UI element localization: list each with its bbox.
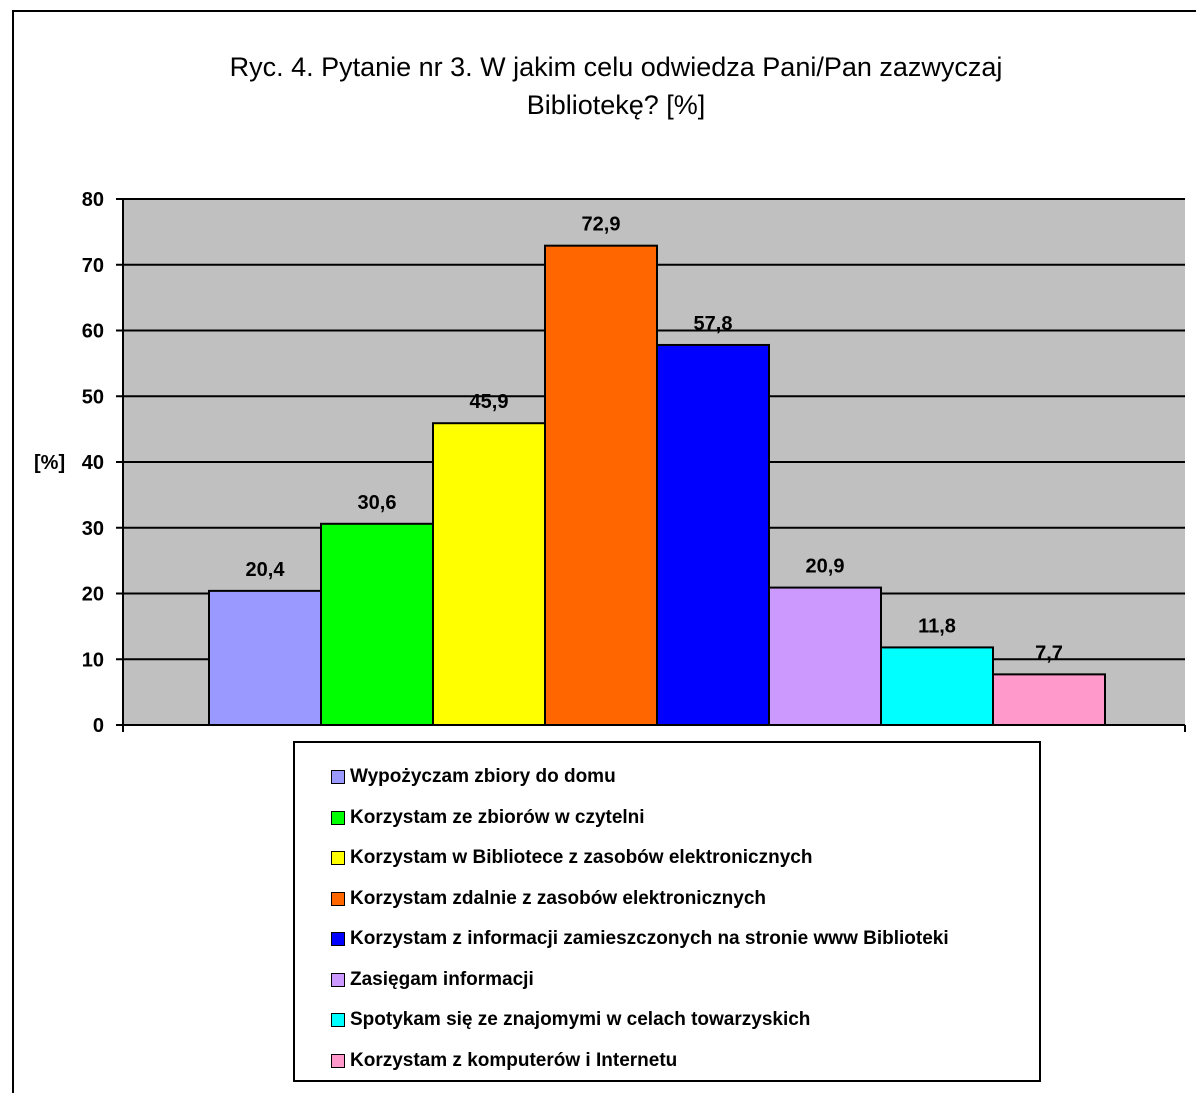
chart-frame	[12, 10, 1196, 1093]
legend-item-1: Wypożyczam zbiory do domu	[295, 757, 1039, 798]
legend-swatch	[331, 932, 345, 947]
legend-label: Korzystam z informacji zamieszczonych na…	[350, 928, 949, 950]
data-label-3: 45,9	[470, 391, 509, 413]
y-tick-label: 60	[82, 321, 104, 343]
y-tick-label: 30	[82, 518, 104, 540]
legend-item-3: Korzystam w Bibliotece z zasobów elektro…	[295, 838, 1039, 879]
data-label-5: 57,8	[694, 313, 733, 335]
bar-8	[992, 673, 1106, 726]
data-label-8: 7,7	[1035, 642, 1063, 664]
y-tick-label: 40	[82, 452, 104, 474]
data-label-7: 11,8	[918, 615, 956, 637]
legend-swatch	[331, 1013, 345, 1028]
y-axis-label: [%]	[34, 452, 65, 474]
y-tick-label: 10	[82, 649, 104, 671]
y-tick-label: 50	[82, 386, 104, 408]
legend-label: Wypożyczam zbiory do domu	[350, 766, 616, 788]
legend-swatch	[331, 891, 345, 906]
legend: Wypożyczam zbiory do domu Korzystam ze zb…	[293, 741, 1041, 1082]
legend-item-5: Korzystam z informacji zamieszczonych na…	[295, 919, 1039, 960]
data-label-4: 72,9	[582, 214, 621, 236]
legend-item-8: Korzystam z komputerów i Internetu	[295, 1041, 1039, 1082]
bar-1	[208, 589, 322, 726]
y-tick-label: 70	[82, 255, 104, 277]
legend-swatch	[331, 1053, 345, 1068]
legend-swatch	[331, 851, 345, 866]
data-label-1: 20,4	[246, 559, 286, 581]
legend-label: Spotykam się ze znajomymi w celach towar…	[350, 1009, 811, 1031]
legend-item-6: Zasięgam informacji	[295, 960, 1039, 1001]
bar-5	[656, 343, 770, 726]
chart-title-line-1: Ryc. 4. Pytanie nr 3. W jakim celu odwie…	[229, 52, 1003, 82]
legend-item-2: Korzystam ze zbiorów w czytelni	[295, 798, 1039, 839]
bar-6	[768, 586, 882, 727]
y-tick-label: 20	[82, 584, 104, 606]
legend-label: Korzystam ze zbiorów w czytelni	[350, 806, 645, 828]
chart-title: Ryc. 4. Pytanie nr 3. W jakim celu odwie…	[0, 48, 1196, 124]
bar-4	[544, 244, 658, 726]
legend-label: Korzystam z komputerów i Internetu	[350, 1049, 678, 1071]
legend-swatch	[331, 810, 345, 825]
legend-label: Korzystam w Bibliotece z zasobów elektro…	[350, 847, 813, 869]
legend-label: Korzystam zdalnie z zasobów elektroniczn…	[350, 887, 766, 909]
legend-item-7: Spotykam się ze znajomymi w celach towar…	[295, 1000, 1039, 1041]
data-label-2: 30,6	[358, 492, 397, 514]
legend-label: Zasięgam informacji	[350, 968, 534, 990]
legend-swatch	[331, 972, 345, 987]
data-label-6: 20,9	[806, 556, 845, 578]
legend-item-4: Korzystam zdalnie z zasobów elektroniczn…	[295, 879, 1039, 920]
bar-chart: 20,4 30,6 45,9 72,9 57,8 20,9 11,8 7,7 0 10 20 30 40…	[34, 189, 1186, 737]
legend-swatch	[331, 770, 345, 785]
bar-7	[880, 646, 994, 726]
bar-3	[432, 422, 546, 726]
y-tick-label: 0	[93, 715, 104, 737]
chart-title-line-2: Bibliotekę? [%]	[526, 90, 706, 120]
bar-2	[320, 522, 434, 726]
y-tick-label: 80	[82, 189, 104, 211]
